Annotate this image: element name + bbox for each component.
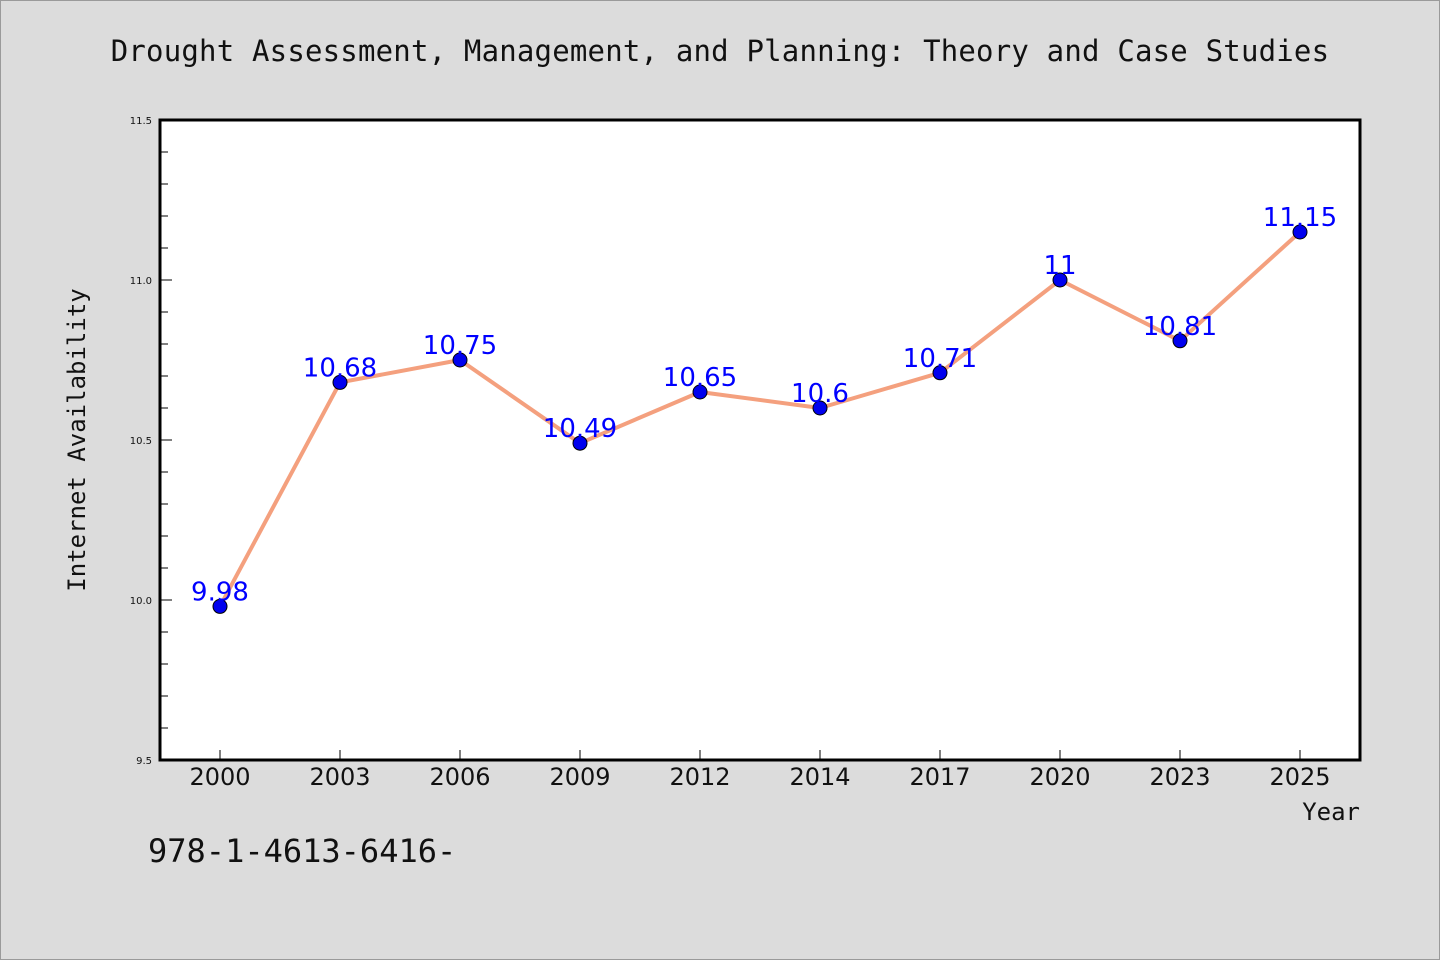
data-label: 10.68 — [303, 353, 377, 383]
data-label: 11 — [1043, 251, 1076, 281]
data-markers — [212, 224, 1308, 614]
data-labels: 9.98 10.68 10.75 10.49 10.65 10.6 10.71 11 10.81… — [191, 203, 1337, 607]
x-tick-label: 2009 — [549, 763, 610, 791]
y-tick-label: 11.0 — [130, 276, 152, 287]
data-label: 10.71 — [903, 344, 977, 374]
y-tick-label: 10.5 — [130, 436, 152, 447]
y-tick-label: 11.5 — [130, 116, 152, 127]
data-point — [812, 400, 828, 416]
x-axis-title: Year — [1302, 798, 1360, 826]
x-tick-label: 2014 — [789, 763, 850, 791]
y-axis-title: Internet Availability — [63, 288, 91, 591]
data-point — [692, 384, 708, 400]
x-tick-label: 2006 — [429, 763, 490, 791]
y-axis-ticks: 9.5 10.0 10.5 11.0 11.5 — [130, 116, 172, 767]
data-label: 10.65 — [663, 363, 737, 393]
x-tick-label: 2000 — [189, 763, 250, 791]
data-point — [1292, 224, 1308, 240]
data-point — [932, 365, 948, 381]
data-point — [1172, 333, 1188, 349]
x-tick-label: 2020 — [1029, 763, 1090, 791]
data-label: 10.81 — [1143, 312, 1217, 342]
x-tick-label: 2025 — [1269, 763, 1330, 791]
x-tick-label: 2017 — [909, 763, 970, 791]
chart-title: Drought Assessment, Management, and Plan… — [110, 34, 1330, 68]
y-tick-label: 9.5 — [136, 756, 152, 767]
data-label: 9.98 — [191, 577, 249, 607]
x-tick-label: 2003 — [309, 763, 370, 791]
x-tick-label: 2012 — [669, 763, 730, 791]
series-line — [218, 230, 1302, 608]
data-point — [212, 598, 228, 614]
footnote-text: 978-1-4613-6416- — [148, 832, 457, 870]
data-label: 11.15 — [1263, 203, 1337, 233]
data-label: 10.49 — [543, 414, 617, 444]
data-point — [332, 374, 348, 390]
data-point — [1052, 272, 1068, 288]
x-axis-ticks: 2000 2003 2006 2009 2012 2014 2017 2020 2023 2025 — [189, 750, 1331, 791]
data-point — [452, 352, 468, 368]
y-tick-label: 10.0 — [130, 596, 152, 607]
data-label: 10.75 — [423, 331, 497, 361]
plot-area — [158, 118, 1362, 762]
data-label: 10.6 — [791, 379, 849, 409]
x-tick-label: 2023 — [1149, 763, 1210, 791]
data-point — [572, 435, 588, 451]
